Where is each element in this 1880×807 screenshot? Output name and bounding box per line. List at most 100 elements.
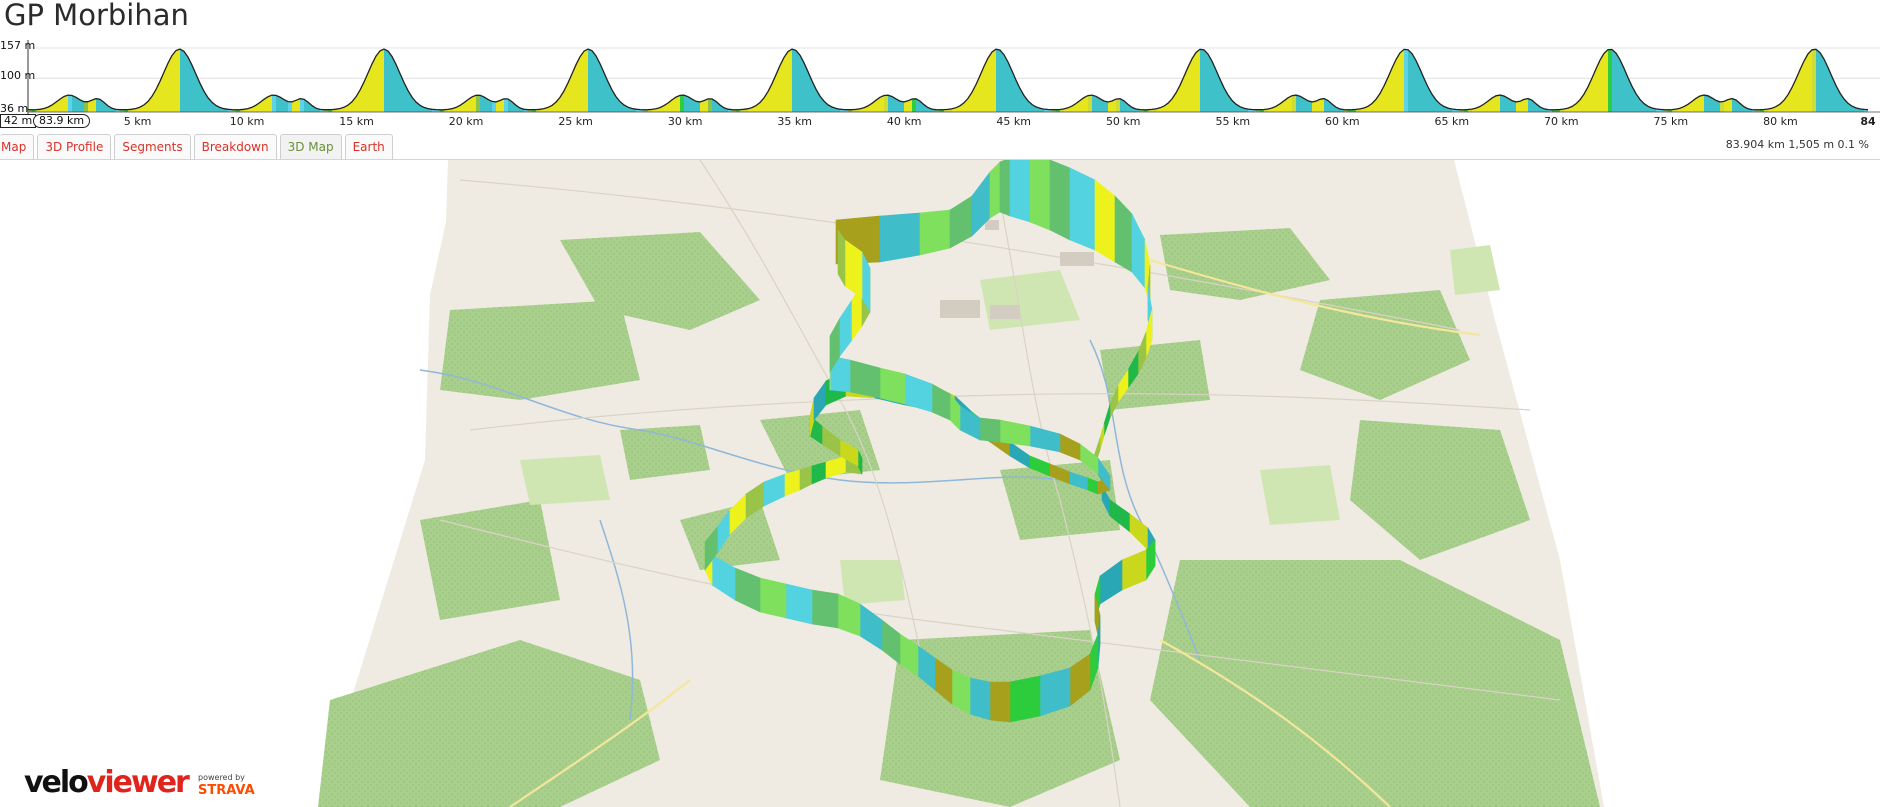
route-ribbon-segment (1009, 675, 1041, 723)
profile-slope-segment (784, 51, 788, 112)
profile-slope-segment (1284, 97, 1288, 112)
profile-slope-segment (1832, 76, 1836, 112)
profile-slope-segment (1288, 95, 1292, 112)
profile-slope-segment (1628, 77, 1632, 112)
profile-slope-segment (1620, 59, 1624, 112)
profile-slope-segment (176, 49, 180, 112)
route-ribbon-segment (837, 229, 846, 288)
profile-slope-segment (804, 62, 808, 112)
profile-slope-segment (1592, 68, 1596, 112)
profile-slope-segment (1100, 98, 1104, 112)
elevation-profile-chart[interactable] (0, 40, 1880, 130)
profile-x-tick-label: 20 km (448, 115, 484, 128)
logo-text-velo: velo (24, 765, 89, 800)
selection-distance-marker[interactable]: 83.9 km (33, 114, 91, 128)
profile-slope-segment (376, 50, 380, 112)
profile-slope-segment (1384, 77, 1388, 112)
profile-slope-segment (68, 95, 72, 112)
main-roads (509, 258, 1481, 807)
profile-slope-segment (600, 63, 604, 112)
strava-logo[interactable]: STRAVA (198, 783, 255, 798)
profile-x-tick-label: 70 km (1544, 115, 1579, 128)
profile-slope-segment (384, 49, 388, 112)
profile-x-tick-label: 55 km (1215, 115, 1251, 128)
profile-slope-segment (988, 52, 992, 112)
profile-slope-segment (724, 107, 728, 112)
profile-slope-segment (1192, 52, 1196, 112)
veloviewer-logo[interactable]: veloviewer (24, 765, 190, 800)
profile-slope-segment (928, 107, 932, 112)
profile-slope-segment (180, 49, 184, 112)
tab-map[interactable]: Map (0, 134, 35, 160)
tab-breakdown[interactable]: Breakdown (193, 134, 277, 160)
profile-slope-segment (1404, 49, 1408, 112)
profile-x-tick-label: 60 km (1324, 115, 1360, 128)
profile-slope-segment (1304, 98, 1308, 112)
profile-y-mid-label: 100 m (0, 69, 36, 82)
profile-slope-segment (604, 72, 608, 112)
tab-3d-map[interactable]: 3D Map (279, 134, 342, 160)
route-ribbon-segment (879, 212, 921, 263)
profile-slope-segment (1296, 95, 1300, 112)
profile-slope-segment (1608, 49, 1612, 112)
profile-slope-segment (1808, 49, 1812, 112)
profile-slope-segment (796, 50, 800, 112)
profile-slope-segment (996, 49, 1000, 112)
tab-earth[interactable]: Earth (344, 134, 393, 160)
profile-slope-segment (692, 99, 696, 112)
route-ribbon-segment (999, 160, 1011, 217)
profile-slope-segment (1420, 69, 1424, 112)
profile-slope-segment (1624, 68, 1628, 112)
profile-slope-segment (1004, 54, 1008, 112)
profile-x-tick-label: 25 km (558, 115, 593, 128)
profile-slope-segment (308, 102, 312, 112)
profile-slope-segment (984, 58, 988, 112)
profile-slope-segment (576, 56, 580, 112)
profile-slope-segment (596, 55, 600, 112)
elevation-profile-graphic[interactable] (0, 40, 1880, 130)
profile-slope-segment (712, 98, 716, 112)
profile-slope-segment (1724, 99, 1728, 112)
profile-slope-segment (1204, 49, 1208, 112)
profile-slope-segment (80, 99, 84, 112)
profile-x-tick-label: 65 km (1434, 115, 1470, 128)
profile-slope-segment (584, 49, 588, 112)
tab-3d-profile[interactable]: 3D Profile (37, 134, 112, 160)
route-elevation-ribbon[interactable] (704, 160, 1156, 723)
profile-slope-segment (296, 98, 300, 112)
profile-slope-segment (1612, 49, 1616, 112)
profile-slope-segment (516, 105, 520, 112)
3d-map-view[interactable] (0, 160, 1880, 807)
profile-slope-segment (900, 101, 904, 112)
profile-slope-segment (364, 72, 368, 112)
profile-slope-segment (108, 105, 112, 112)
profile-slope-segment (980, 66, 984, 112)
profile-slope-segment (884, 95, 888, 112)
profile-slope-segment (888, 95, 892, 112)
tab-segments[interactable]: Segments (114, 134, 191, 160)
profile-slope-segment (708, 98, 712, 112)
profile-slope-segment (1200, 49, 1204, 112)
profile-slope-segment (1508, 98, 1512, 112)
profile-slope-segment (808, 71, 812, 112)
profile-slope-segment (1208, 54, 1212, 112)
profile-slope-segment (580, 51, 584, 112)
3d-map-canvas[interactable] (0, 160, 1880, 807)
profile-slope-segment (1188, 58, 1192, 112)
profile-x-tick-label: 80 km (1763, 115, 1798, 128)
profile-slope-segment (196, 74, 200, 112)
profile-slope-segment (1336, 107, 1340, 112)
profile-slope-segment (1000, 50, 1004, 112)
profile-slope-segment (1496, 95, 1500, 112)
profile-slope-segment (896, 98, 900, 112)
profile-slope-segment (1812, 49, 1816, 112)
profile-slope-segment (1716, 100, 1720, 112)
profile-slope-segment (372, 56, 376, 112)
profile-slope-segment (1524, 98, 1528, 112)
selection-start-marker[interactable]: 42 m (0, 114, 37, 128)
profile-slope-segment (1488, 98, 1492, 112)
profile-slope-segment (104, 102, 108, 112)
profile-slope-segment (696, 101, 700, 112)
profile-slope-segment (100, 99, 104, 112)
profile-x-tick-label: 45 km (996, 115, 1031, 128)
